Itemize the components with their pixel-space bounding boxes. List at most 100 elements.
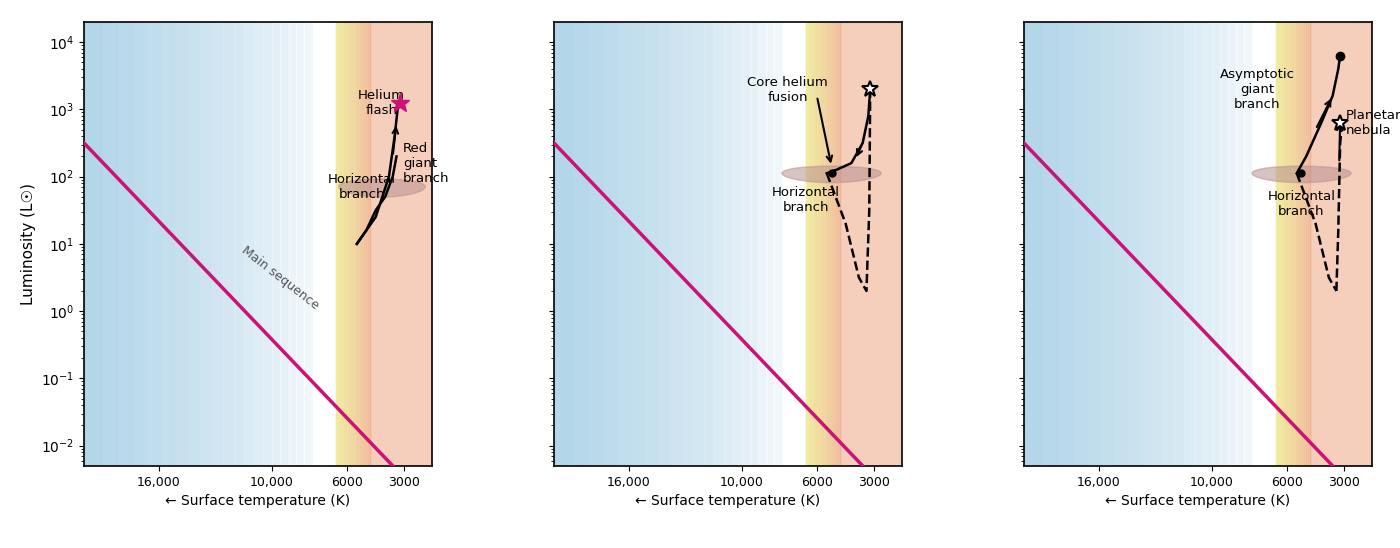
Bar	[1212, 22, 1221, 466]
Bar	[832, 22, 834, 466]
Bar	[147, 22, 161, 466]
Bar	[774, 22, 781, 466]
Bar	[101, 22, 118, 466]
Bar	[349, 22, 351, 466]
Bar	[602, 22, 617, 466]
Bar	[1287, 22, 1288, 466]
Text: Helium
flash: Helium flash	[358, 89, 405, 117]
Bar	[1140, 22, 1152, 466]
Bar	[714, 22, 724, 466]
Bar	[811, 22, 813, 466]
Bar	[346, 22, 349, 466]
Bar	[734, 22, 742, 466]
Bar	[671, 22, 682, 466]
Bar	[1184, 22, 1194, 466]
Text: Horizontal
branch: Horizontal branch	[328, 173, 396, 201]
Bar	[806, 22, 809, 466]
Bar	[554, 22, 781, 466]
Bar	[360, 22, 363, 466]
Bar	[830, 22, 832, 466]
Bar	[682, 22, 693, 466]
Text: Asymptotic
giant
branch: Asymptotic giant branch	[1219, 67, 1295, 111]
Bar	[1114, 22, 1127, 466]
Bar	[353, 22, 356, 466]
Bar	[1152, 22, 1163, 466]
Text: Main sequence: Main sequence	[239, 243, 322, 312]
X-axis label: ← Surface temperature (K): ← Surface temperature (K)	[165, 494, 350, 508]
Bar	[84, 22, 101, 466]
Bar	[1298, 22, 1301, 466]
Bar	[244, 22, 253, 466]
Bar	[1275, 22, 1278, 466]
Bar	[827, 22, 830, 466]
Bar	[820, 22, 823, 466]
Bar	[1301, 22, 1302, 466]
Bar	[1102, 22, 1114, 466]
Bar	[1203, 22, 1212, 466]
Bar	[1243, 22, 1250, 466]
Bar	[806, 22, 840, 466]
Bar	[253, 22, 263, 466]
Bar	[1088, 22, 1102, 466]
Ellipse shape	[783, 166, 881, 182]
Bar	[356, 22, 358, 466]
Y-axis label: Luminosity (L☉): Luminosity (L☉)	[21, 183, 35, 305]
Bar	[358, 22, 360, 466]
Bar	[263, 22, 272, 466]
Bar	[133, 22, 147, 466]
Bar	[693, 22, 704, 466]
Bar	[368, 22, 371, 466]
Bar	[813, 22, 816, 466]
Text: Horizontal
branch: Horizontal branch	[771, 186, 840, 214]
Bar	[200, 22, 211, 466]
Bar	[587, 22, 602, 466]
Bar	[826, 22, 827, 466]
Bar	[1302, 22, 1305, 466]
Bar	[617, 22, 631, 466]
Bar	[1228, 22, 1236, 466]
Bar	[367, 22, 368, 466]
Bar	[1040, 22, 1057, 466]
Bar	[1275, 22, 1310, 466]
Bar	[819, 22, 820, 466]
Ellipse shape	[339, 179, 426, 197]
Bar	[280, 22, 288, 466]
Bar	[554, 22, 571, 466]
Bar	[759, 22, 766, 466]
X-axis label: ← Surface temperature (K): ← Surface temperature (K)	[1106, 494, 1291, 508]
Bar	[724, 22, 734, 466]
Bar	[1305, 22, 1306, 466]
Bar	[1308, 22, 1310, 466]
Bar	[834, 22, 836, 466]
Bar	[631, 22, 645, 466]
Bar	[342, 22, 344, 466]
Bar	[84, 22, 311, 466]
Bar	[766, 22, 774, 466]
Bar	[823, 22, 826, 466]
Bar	[234, 22, 244, 466]
Bar	[1278, 22, 1281, 466]
Bar	[288, 22, 297, 466]
Bar	[175, 22, 188, 466]
Bar	[1023, 22, 1040, 466]
Bar	[704, 22, 714, 466]
Bar	[645, 22, 658, 466]
Bar	[1306, 22, 1308, 466]
Bar	[1163, 22, 1173, 466]
Bar	[571, 22, 587, 466]
Bar	[750, 22, 759, 466]
Bar	[363, 22, 364, 466]
Bar	[1281, 22, 1284, 466]
X-axis label: ← Surface temperature (K): ← Surface temperature (K)	[636, 494, 820, 508]
Bar	[1295, 22, 1298, 466]
Bar	[1294, 22, 1295, 466]
Bar	[1023, 22, 1250, 466]
Bar	[336, 22, 371, 466]
Bar	[836, 22, 839, 466]
Text: Planetary
nebula: Planetary nebula	[1345, 109, 1400, 137]
Bar	[1221, 22, 1228, 466]
Text: Red
giant
branch: Red giant branch	[403, 141, 449, 185]
Bar	[188, 22, 200, 466]
Bar	[336, 22, 339, 466]
Bar	[1072, 22, 1088, 466]
